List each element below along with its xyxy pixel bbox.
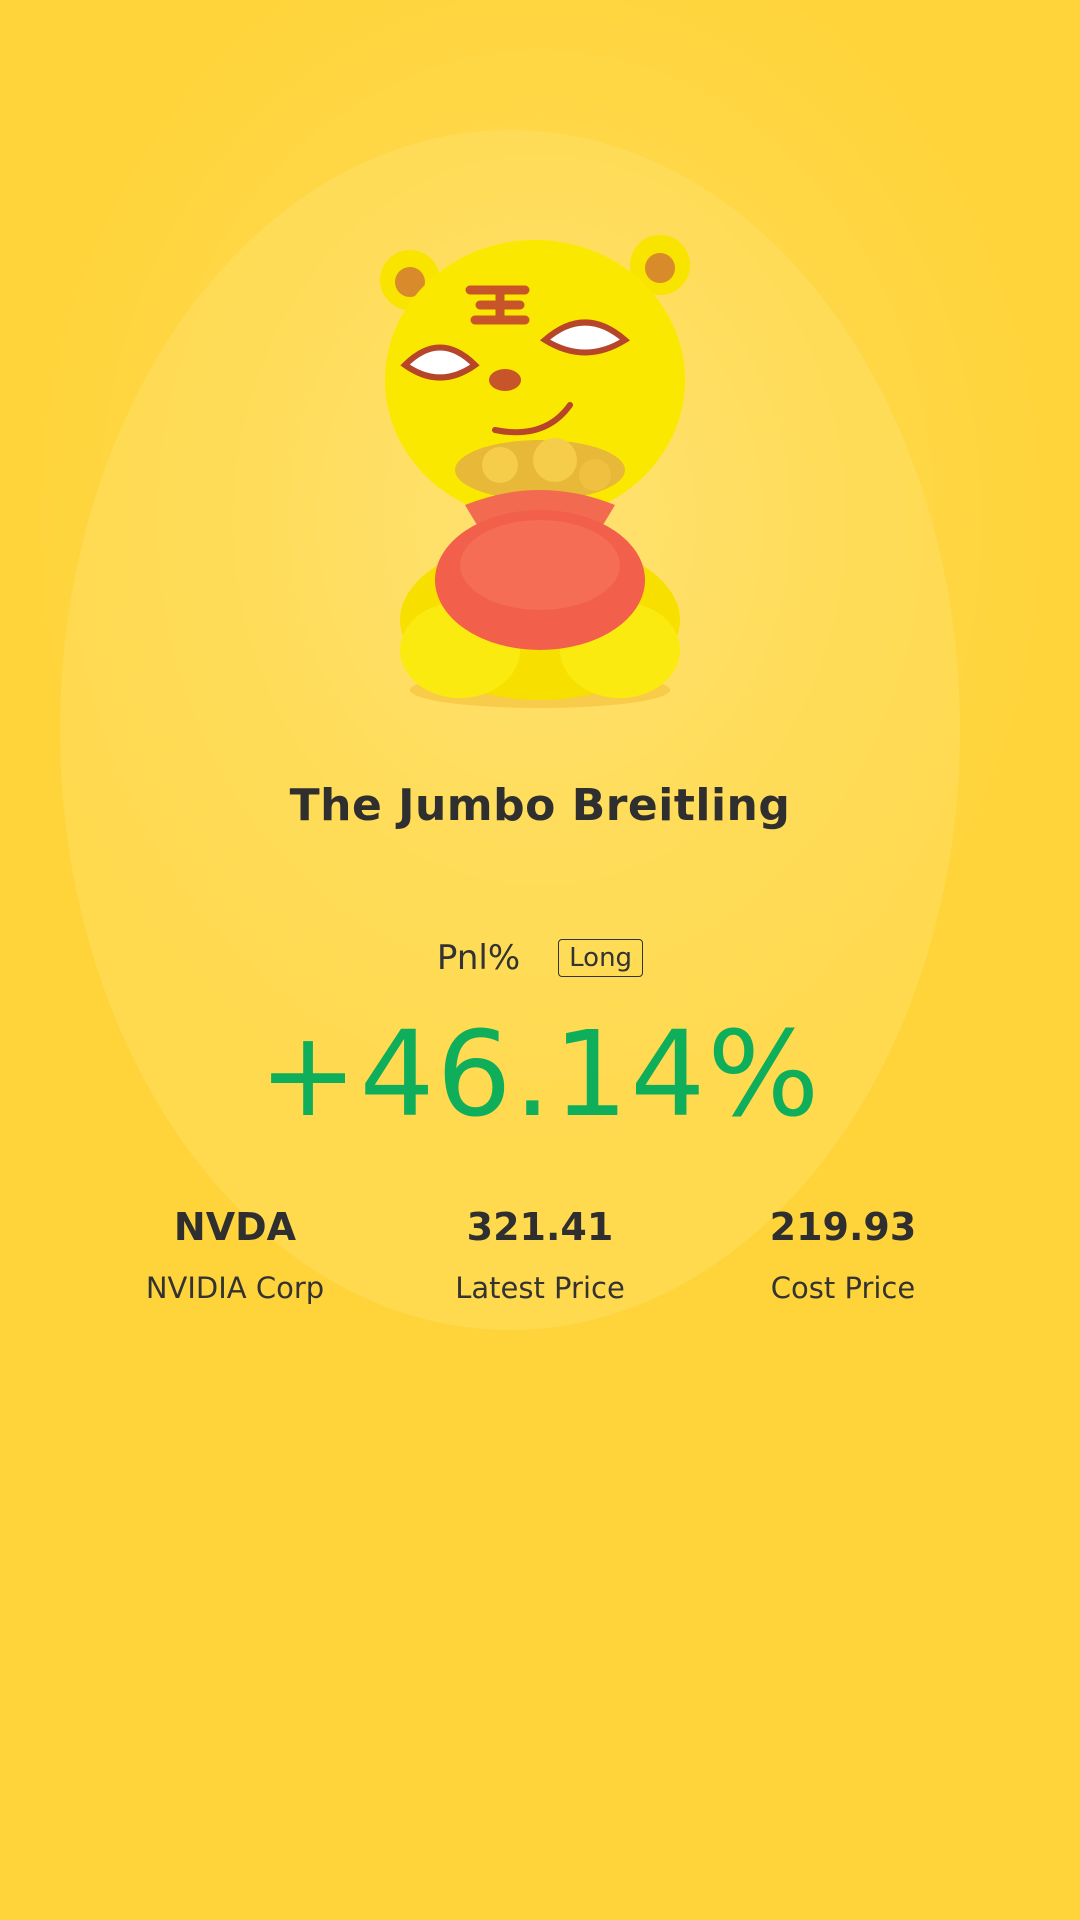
pnl-label: Pnl% (436, 938, 521, 978)
stat-latest-price: 321.41 Latest Price (390, 1205, 690, 1305)
company-name: NVIDIA Corp (145, 1271, 325, 1305)
pnl-percentage-value: +46.14% (258, 1005, 822, 1143)
stat-cost-price: 219.93 Cost Price (693, 1205, 993, 1305)
latest-price-value: 321.41 (466, 1205, 614, 1249)
stat-symbol: NVDA NVIDIA Corp (85, 1205, 385, 1305)
pnl-header: Pnl% Long (0, 938, 1080, 978)
latest-price-label: Latest Price (455, 1271, 625, 1305)
position-direction-badge: Long (558, 939, 644, 977)
page-title: The Jumbo Breitling (289, 780, 791, 831)
tiger-mascot-illustration (380, 235, 690, 708)
cost-price-value: 219.93 (769, 1205, 917, 1249)
cost-price-label: Cost Price (770, 1271, 916, 1305)
stock-symbol: NVDA (173, 1205, 297, 1249)
